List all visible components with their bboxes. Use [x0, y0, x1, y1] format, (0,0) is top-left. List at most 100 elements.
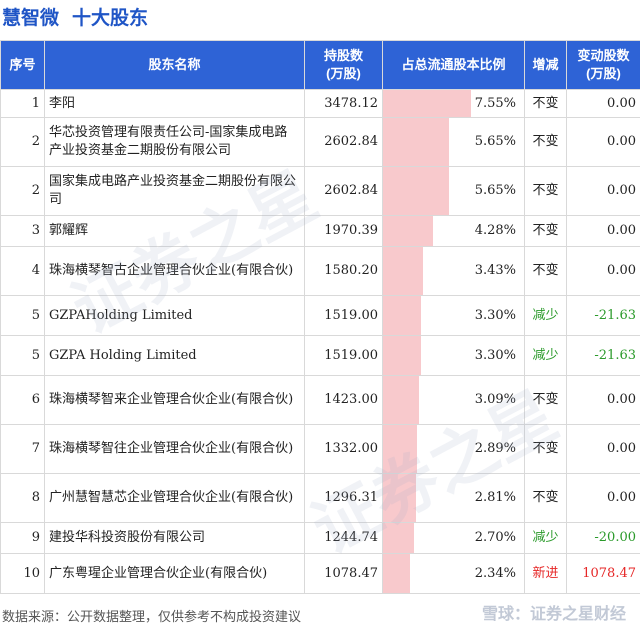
row-delta: 0.00 — [566, 246, 640, 296]
row-holder-name: 郭耀辉 — [44, 215, 305, 247]
table-row: 8 广州慧智慧芯企业管理合伙企业(有限合伙) 1296.31 2.81% 不变 0.00 — [0, 473, 640, 523]
table-row: 3 郭耀辉 1970.39 4.28% 不变 0.00 — [0, 215, 640, 247]
row-pct-cell: 4.28% — [382, 215, 525, 247]
row-holder-name: 珠海横琴智往企业管理合伙企业(有限合伙) — [44, 424, 305, 474]
table-row: 2 国家集成电路产业投资基金二期股份有限公司 2602.84 5.65% 不变 0.00 — [0, 166, 640, 216]
row-pct-cell: 2.70% — [382, 522, 525, 554]
row-change: 不变 — [524, 246, 567, 296]
row-index: 3 — [0, 215, 45, 247]
row-delta: 0.00 — [566, 473, 640, 523]
row-pct-label: 7.55% — [474, 95, 516, 111]
row-change: 新进 — [524, 553, 567, 594]
row-holder-name: 华芯投资管理有限责任公司-国家集成电路产业投资基金二期股份有限公司 — [44, 117, 305, 167]
pct-bar — [383, 296, 422, 335]
row-pct-label: 3.43% — [474, 263, 516, 278]
table-body: 1 李阳 3478.12 7.55% 不变 0.00 2 华芯投资管理有限责任公司-国家集成电… — [0, 89, 640, 594]
row-index: 5 — [0, 295, 45, 336]
header-shares-line1: 持股数 — [323, 48, 363, 63]
row-change: 不变 — [524, 375, 567, 425]
pct-bar — [383, 425, 417, 473]
row-holder-name: 广东粤瑆企业管理合伙企业(有限合伙) — [44, 553, 305, 594]
row-change: 减少 — [524, 522, 567, 554]
brand-watermark: 雪球：证券之星财经 — [481, 606, 626, 623]
table-row: 5 GZPA Holding Limited 1519.00 3.30% 减少 -21.6… — [0, 335, 640, 376]
pct-bar — [383, 90, 471, 117]
row-pct-cell: 3.43% — [382, 246, 525, 296]
row-shares: 1423.00 — [304, 375, 383, 425]
row-shares: 1332.00 — [304, 424, 383, 474]
table-row: 9 建投华科投资股份有限公司 1244.74 2.70% 减少 -20.00 — [0, 522, 640, 554]
title-bar: 慧智微 十大股东 — [0, 0, 640, 34]
row-holder-name: 珠海横琴智来企业管理合伙企业(有限合伙) — [44, 375, 305, 425]
row-shares: 1078.47 — [304, 553, 383, 594]
row-pct-label: 5.65% — [474, 183, 516, 198]
row-shares: 1519.00 — [304, 295, 383, 336]
pct-bar — [383, 554, 411, 593]
header-shares-line2: (万股) — [326, 66, 361, 81]
row-pct-cell: 3.30% — [382, 295, 525, 336]
row-delta: -21.63 — [566, 335, 640, 376]
row-index: 1 — [0, 89, 45, 118]
row-change: 减少 — [524, 335, 567, 376]
row-holder-name: 建投华科投资股份有限公司 — [44, 522, 305, 554]
row-shares: 2602.84 — [304, 166, 383, 216]
pct-bar — [383, 216, 433, 246]
row-holder-name: 珠海横琴智古企业管理合伙企业(有限合伙) — [44, 246, 305, 296]
row-pct-cell: 2.34% — [382, 553, 525, 594]
row-delta: 0.00 — [566, 375, 640, 425]
row-pct-label: 2.34% — [474, 565, 516, 581]
header-index: 序号 — [0, 40, 45, 90]
row-pct-cell: 5.65% — [382, 117, 525, 167]
row-delta: 1078.47 — [566, 553, 640, 594]
row-change: 不变 — [524, 424, 567, 474]
row-shares: 1296.31 — [304, 473, 383, 523]
table-header-row: 序号 股东名称 持股数 (万股) 占总流通股本比例 增减 变动股数 (万股) — [0, 40, 640, 90]
row-pct-cell: 3.09% — [382, 375, 525, 425]
table-row: 2 华芯投资管理有限责任公司-国家集成电路产业投资基金二期股份有限公司 2602.8… — [0, 117, 640, 167]
row-index: 7 — [0, 424, 45, 474]
header-shares: 持股数 (万股) — [304, 40, 383, 90]
row-pct-label: 4.28% — [474, 223, 516, 238]
row-holder-name: GZPA Holding Limited — [44, 335, 305, 376]
row-delta: 0.00 — [566, 117, 640, 167]
row-pct-cell: 3.30% — [382, 335, 525, 376]
row-holder-name: 李阳 — [44, 89, 305, 118]
row-pct-label: 5.65% — [474, 134, 516, 149]
row-pct-label: 2.89% — [474, 441, 516, 456]
row-shares: 1580.20 — [304, 246, 383, 296]
row-holder-name: 广州慧智慧芯企业管理合伙企业(有限合伙) — [44, 473, 305, 523]
row-delta: -21.63 — [566, 295, 640, 336]
row-change: 减少 — [524, 295, 567, 336]
row-pct-cell: 2.81% — [382, 473, 525, 523]
row-delta: 0.00 — [566, 424, 640, 474]
row-delta: 0.00 — [566, 215, 640, 247]
row-holder-name: GZPAHolding Limited — [44, 295, 305, 336]
pct-bar — [383, 167, 449, 215]
row-index: 2 — [0, 117, 45, 167]
row-index: 8 — [0, 473, 45, 523]
pct-bar — [383, 376, 420, 424]
row-pct-cell: 5.65% — [382, 166, 525, 216]
row-delta: -20.00 — [566, 522, 640, 554]
row-shares: 1519.00 — [304, 335, 383, 376]
row-shares: 1244.74 — [304, 522, 383, 554]
row-pct-label: 3.09% — [474, 392, 516, 407]
row-change: 不变 — [524, 89, 567, 118]
header-delta-line1: 变动股数 — [577, 48, 630, 63]
table-row: 7 珠海横琴智往企业管理合伙企业(有限合伙) 1332.00 2.89% 不变 0.00 — [0, 424, 640, 474]
header-change: 增减 — [524, 40, 567, 90]
pct-bar — [383, 336, 422, 375]
row-pct-cell: 7.55% — [382, 89, 525, 118]
table-row: 5 GZPAHolding Limited 1519.00 3.30% 减少 -21.63 — [0, 295, 640, 336]
table-row: 4 珠海横琴智古企业管理合伙企业(有限合伙) 1580.20 3.43% 不变 0.00 — [0, 246, 640, 296]
row-change: 不变 — [524, 473, 567, 523]
row-shares: 1970.39 — [304, 215, 383, 247]
row-index: 5 — [0, 335, 45, 376]
pct-bar — [383, 523, 415, 553]
table-row: 10 广东粤瑆企业管理合伙企业(有限合伙) 1078.47 2.34% 新进 1078.4… — [0, 553, 640, 594]
section-title: 十大股东 — [72, 8, 149, 29]
row-index: 2 — [0, 166, 45, 216]
row-shares: 3478.12 — [304, 89, 383, 118]
row-holder-name: 国家集成电路产业投资基金二期股份有限公司 — [44, 166, 305, 216]
row-pct-label: 3.30% — [474, 307, 516, 323]
